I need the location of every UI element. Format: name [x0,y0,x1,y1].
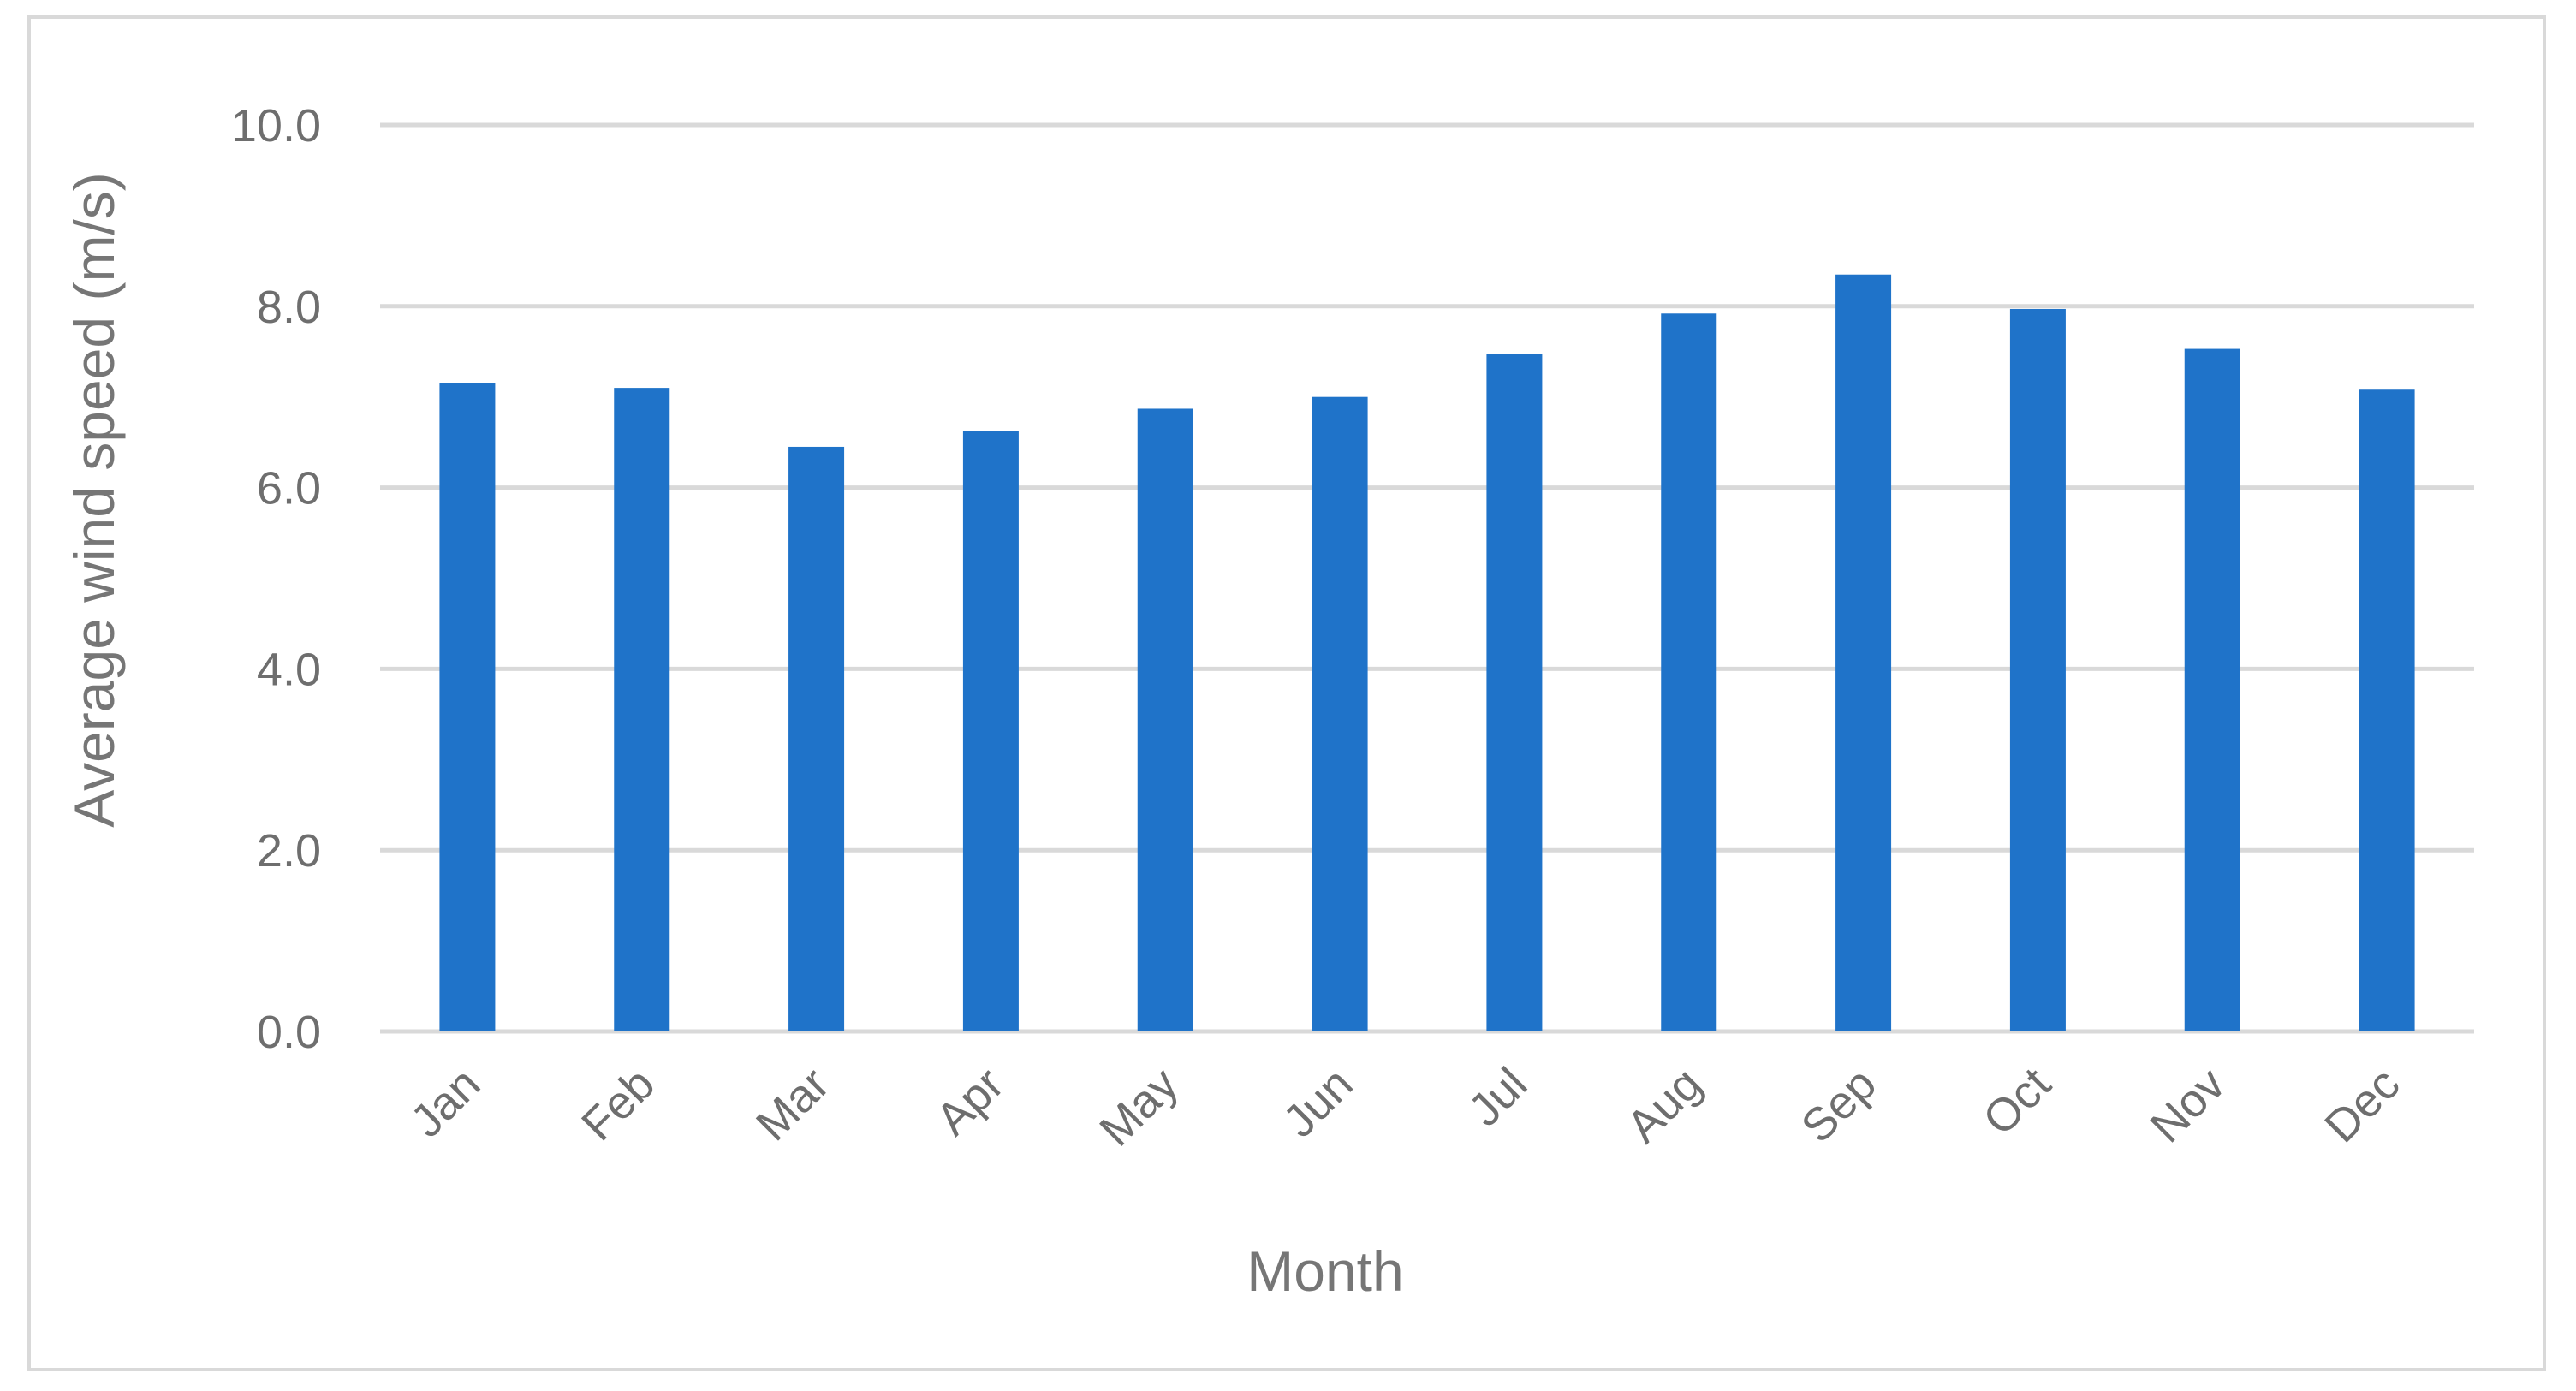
x-tick-label-apr: Apr [926,1058,1014,1145]
x-tick-label-oct: Oct [1973,1058,2061,1145]
y-axis-title: Average wind speed (m/s) [62,172,126,827]
x-tick-label-jul: Jul [1459,1058,1537,1136]
x-tick-label-nov: Nov [2140,1058,2234,1152]
bar-mar [788,446,845,1031]
y-tick-label: 4.0 [257,644,321,695]
bar-jan [439,383,496,1031]
bars [439,274,2415,1032]
bar-nov [2184,348,2240,1031]
y-tick-label: 6.0 [257,463,321,514]
y-tick-label: 8.0 [257,282,321,333]
bar-feb [614,388,670,1031]
x-tick-label-jun: Jun [1274,1058,1363,1147]
bar-aug [1661,313,1717,1032]
bar-apr [962,431,1019,1031]
x-tick-label-jan: Jan [401,1058,490,1147]
bar-jul [1486,354,1543,1031]
x-axis-title: Month [1246,1239,1403,1303]
y-tick-label: 10.0 [231,100,321,152]
x-tick-label-may: May [1090,1058,1188,1156]
y-tick-label: 0.0 [257,1007,321,1058]
bar-sep [1835,274,1892,1031]
x-tick-label-aug: Aug [1617,1058,1711,1152]
gridlines [380,122,2474,1034]
x-tick-label-feb: Feb [572,1058,664,1150]
x-tick-label-mar: Mar [747,1058,839,1150]
bar-dec [2359,389,2415,1031]
y-tick-labels: 0.0 2.0 4.0 6.0 8.0 10.0 [231,100,321,1058]
bar-may [1137,408,1193,1031]
x-tick-label-dec: Dec [2315,1058,2409,1152]
y-tick-label: 2.0 [257,825,321,877]
bar-jun [1312,396,1368,1031]
x-tick-labels: Jan Feb Mar Apr May Jun Jul Aug Sep Oct Nov Dec [401,1058,2409,1156]
bar-oct [2009,308,2066,1031]
x-tick-label-sep: Sep [1792,1058,1886,1152]
